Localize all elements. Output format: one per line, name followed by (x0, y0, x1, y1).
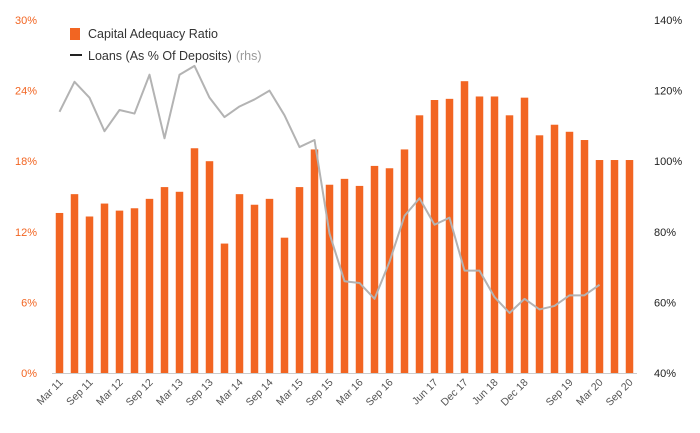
x-tick-label: Mar 13 (154, 377, 186, 409)
x-tick-label: Mar 14 (214, 377, 246, 409)
x-tick-label: Sep 16 (364, 377, 396, 409)
bar-capital-adequacy (70, 194, 79, 373)
x-tick-label: Sep 14 (244, 377, 276, 409)
legend-line-rhs-note: (rhs) (236, 49, 262, 63)
x-tick-label: Jun 17 (410, 377, 441, 408)
bar-capital-adequacy (520, 97, 529, 373)
bar-capital-adequacy (295, 187, 304, 373)
bar-capital-adequacy (100, 203, 109, 373)
left-tick-label: 18% (15, 156, 37, 168)
bar-capital-adequacy (475, 96, 484, 373)
legend-bar-label: Capital Adequacy Ratio (88, 27, 218, 41)
bar-capital-adequacy (535, 135, 544, 373)
legend: Capital Adequacy Ratio Loans (As % Of De… (70, 27, 262, 63)
bar-capital-adequacy (250, 204, 259, 373)
x-tick-label: Sep 19 (544, 377, 576, 409)
bar-capital-adequacy (505, 115, 514, 373)
bar-capital-adequacy (85, 216, 94, 373)
x-tick-label: Dec 17 (439, 377, 471, 409)
capital-adequacy-bars (55, 81, 634, 373)
bar-capital-adequacy (55, 212, 64, 373)
bar-capital-adequacy (280, 237, 289, 373)
loans-line-series (58, 64, 601, 314)
bar-capital-adequacy (115, 210, 124, 373)
legend-line-label: Loans (As % Of Deposits) (rhs) (88, 49, 262, 63)
bar-capital-adequacy (355, 185, 364, 373)
right-tick-label: 140% (654, 15, 682, 27)
x-tick-label: Sep 12 (124, 377, 156, 409)
left-tick-label: 6% (21, 297, 37, 309)
x-tick-label: Dec 18 (499, 377, 531, 409)
bar-capital-adequacy (415, 115, 424, 373)
legend-bar-swatch (70, 28, 80, 40)
x-tick-label: Mar 20 (574, 377, 606, 409)
bar-capital-adequacy (490, 96, 499, 373)
x-tick-label: Mar 16 (334, 377, 366, 409)
bar-capital-adequacy (385, 168, 394, 373)
bar-capital-adequacy (190, 148, 199, 373)
bar-capital-adequacy (220, 243, 229, 373)
bar-capital-adequacy (235, 194, 244, 373)
right-tick-label: 100% (654, 156, 682, 168)
bar-capital-adequacy (445, 98, 454, 373)
bar-capital-adequacy (160, 187, 169, 373)
right-axis: 40% 60% 80% 100% 120% 140% (654, 15, 682, 380)
right-tick-label: 120% (654, 86, 682, 98)
left-tick-label: 12% (15, 227, 37, 239)
bar-capital-adequacy (580, 140, 589, 373)
bar-capital-adequacy (310, 149, 319, 373)
bar-capital-adequacy (265, 198, 274, 373)
bar-capital-adequacy (550, 124, 559, 373)
bar-capital-adequacy (610, 160, 619, 373)
bar-capital-adequacy (625, 160, 634, 373)
bar-capital-adequacy (430, 100, 439, 373)
x-tick-label: Mar 11 (35, 377, 66, 408)
bar-capital-adequacy (130, 208, 139, 373)
x-tick-label: Sep 15 (304, 377, 336, 409)
bar-capital-adequacy (205, 161, 214, 373)
x-tick-label: Mar 15 (274, 377, 306, 409)
loans-line (58, 64, 601, 314)
left-tick-label: 0% (21, 368, 37, 380)
x-tick-label: Mar 12 (94, 377, 126, 409)
bar-capital-adequacy (325, 184, 334, 373)
right-tick-label: 40% (654, 368, 676, 380)
left-tick-label: 24% (15, 86, 37, 98)
x-tick-label: Sep 13 (184, 377, 216, 409)
x-tick-label: Jun 18 (470, 377, 501, 408)
bar-capital-adequacy (460, 81, 469, 373)
right-tick-label: 80% (654, 227, 676, 239)
bar-capital-adequacy (145, 198, 154, 373)
bar-capital-adequacy (340, 178, 349, 373)
x-tick-label: Sep 20 (604, 377, 636, 409)
x-tick-label: Sep 11 (64, 377, 96, 409)
left-axis: 0% 6% 12% 18% 24% 30% (15, 15, 37, 380)
bar-capital-adequacy (565, 131, 574, 373)
bar-capital-adequacy (175, 191, 184, 373)
legend-line-name: Loans (As % Of Deposits) (88, 49, 232, 63)
bar-capital-adequacy (595, 160, 604, 373)
bar-capital-adequacy (370, 165, 379, 373)
left-tick-label: 30% (15, 15, 37, 27)
right-tick-label: 60% (654, 297, 676, 309)
bar-capital-adequacy (400, 149, 409, 373)
